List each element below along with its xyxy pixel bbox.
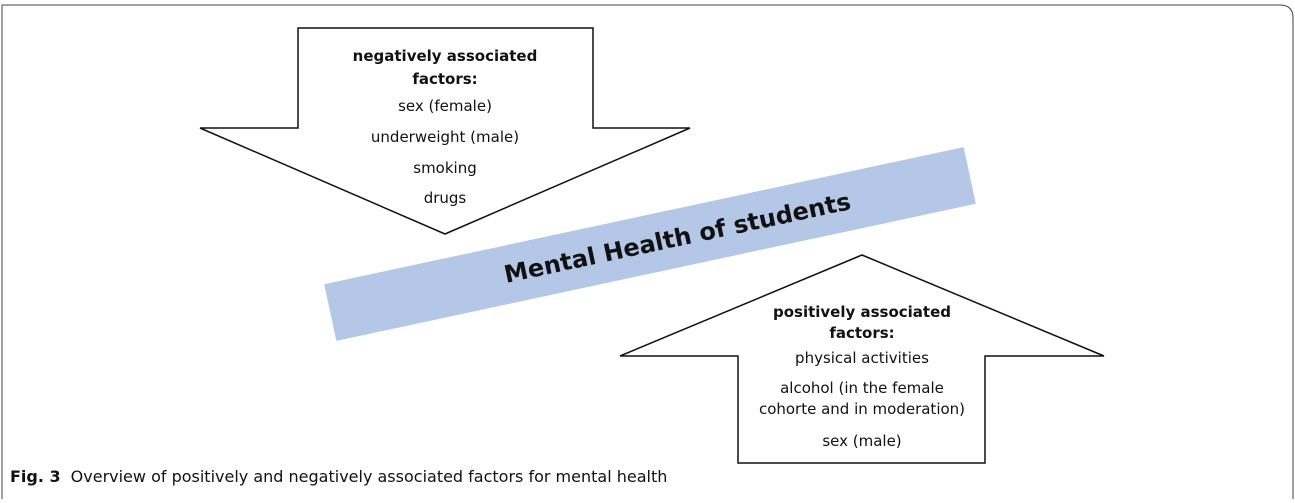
caption-text: Overview of positively and negatively as… <box>71 467 668 486</box>
frame <box>1 4 1294 499</box>
factor: underweight (male) <box>371 128 519 146</box>
factor: physical activities <box>795 349 929 367</box>
band <box>324 147 976 341</box>
heading: positively associated <box>773 303 951 321</box>
caption-label: Fig. 3 <box>10 467 61 486</box>
factor: smoking <box>413 159 477 177</box>
factor: alcohol (in the female <box>780 379 944 397</box>
factor: sex (female) <box>398 97 492 115</box>
factor: sex (male) <box>822 432 901 450</box>
factor: drugs <box>424 189 467 207</box>
down-arrow <box>199 27 691 235</box>
heading: factors: <box>412 70 477 88</box>
negative-text: negatively associated factors: sex (female… <box>353 47 538 207</box>
factor: cohorte and in moderation) <box>759 400 965 418</box>
heading: factors: <box>829 324 894 342</box>
positive-text: positively associated factors: physical ac… <box>759 303 965 450</box>
heading: negatively associated <box>353 47 538 65</box>
up-arrow <box>619 254 1105 464</box>
caption: Fig. 3 Overview of positively and negativ… <box>10 467 667 486</box>
